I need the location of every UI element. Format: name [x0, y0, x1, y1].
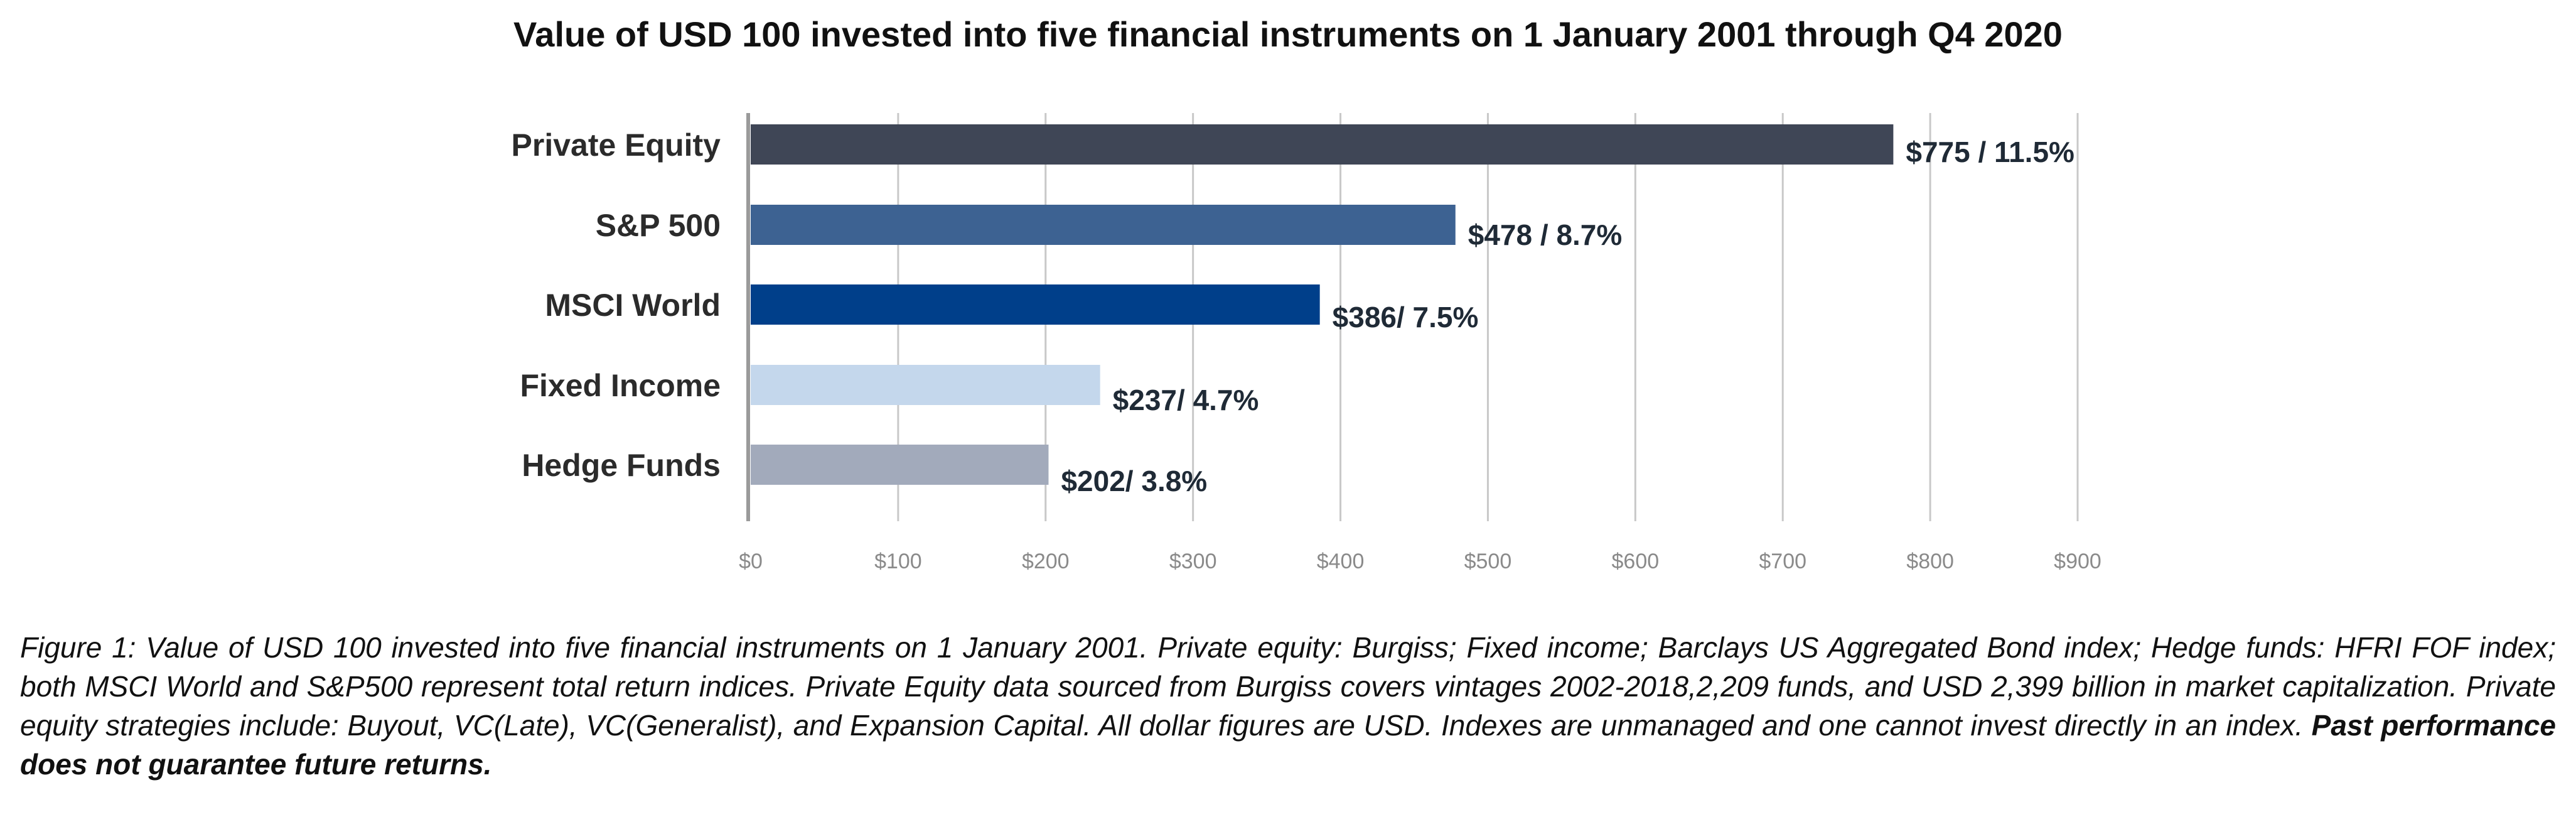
- category-label: Fixed Income: [520, 368, 721, 403]
- x-tick-label: $200: [1022, 549, 1070, 573]
- data-label: $202/ 3.8%: [1061, 465, 1207, 497]
- data-label: $237/ 4.7%: [1113, 384, 1259, 416]
- bars: [751, 124, 1894, 485]
- bar: [751, 365, 1100, 405]
- data-label: $478 / 8.7%: [1468, 219, 1623, 251]
- category-label: Hedge Funds: [522, 448, 721, 483]
- chart-title: Value of USD 100 invested into five fina…: [513, 14, 2063, 54]
- bar: [751, 124, 1894, 165]
- x-tick-label: $100: [874, 549, 922, 573]
- x-tick-label: $0: [739, 549, 763, 573]
- bar-chart: Private Equity S&P 500 MSCI World Fixed Inc…: [512, 113, 2101, 573]
- x-tick-label: $800: [1906, 549, 1954, 573]
- bar: [751, 445, 1049, 485]
- x-tick-label: $300: [1169, 549, 1217, 573]
- x-tick-labels: $0 $100 $200 $300 $400 $500 $600 $700 $800 $900: [739, 549, 2101, 573]
- x-tick-label: $900: [2054, 549, 2101, 573]
- category-label: Private Equity: [512, 127, 721, 163]
- bar: [751, 284, 1320, 325]
- x-tick-label: $400: [1317, 549, 1365, 573]
- caption-disclaimer: Past performance does not guarantee futu…: [20, 709, 2557, 781]
- category-label: S&P 500: [596, 208, 721, 243]
- value-labels: $775 / 11.5% $478 / 8.7% $386/ 7.5% $237/ 4…: [1061, 136, 2074, 497]
- x-tick-label: $700: [1759, 549, 1806, 573]
- data-label: $775 / 11.5%: [1906, 136, 2074, 168]
- bar: [751, 205, 1456, 245]
- caption-text: Figure 1: Value of USD 100 invested into…: [20, 631, 2556, 742]
- x-tick-label: $500: [1464, 549, 1512, 573]
- category-label: MSCI World: [545, 288, 721, 323]
- x-tick-label: $600: [1612, 549, 1660, 573]
- figure-caption: Figure 1: Value of USD 100 invested into…: [20, 628, 2556, 784]
- data-label: $386/ 7.5%: [1333, 301, 1479, 333]
- category-labels: Private Equity S&P 500 MSCI World Fixed Inc…: [512, 127, 721, 483]
